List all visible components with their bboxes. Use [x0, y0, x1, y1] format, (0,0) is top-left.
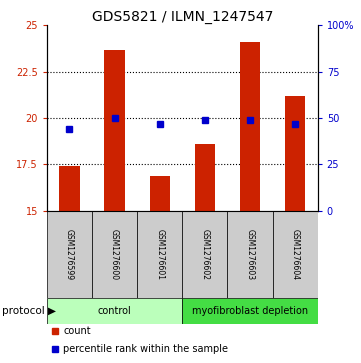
Text: GSM1276601: GSM1276601 — [155, 229, 164, 280]
Bar — [59, 166, 80, 211]
Text: count: count — [63, 326, 91, 336]
Bar — [227, 211, 273, 298]
Bar — [182, 211, 227, 298]
Bar — [104, 49, 125, 211]
Text: GSM1276599: GSM1276599 — [65, 229, 74, 280]
Bar — [47, 211, 92, 298]
Bar — [137, 211, 182, 298]
Title: GDS5821 / ILMN_1247547: GDS5821 / ILMN_1247547 — [92, 11, 273, 24]
Text: GSM1276604: GSM1276604 — [291, 229, 300, 280]
Text: myofibroblast depletion: myofibroblast depletion — [192, 306, 308, 316]
Bar — [47, 298, 182, 324]
Bar — [273, 211, 318, 298]
Text: GSM1276603: GSM1276603 — [245, 229, 255, 280]
Bar — [92, 211, 137, 298]
Text: control: control — [98, 306, 131, 316]
Text: percentile rank within the sample: percentile rank within the sample — [63, 344, 228, 354]
Bar — [285, 96, 305, 211]
Text: GSM1276602: GSM1276602 — [200, 229, 209, 280]
Bar — [195, 144, 215, 211]
Bar — [182, 298, 318, 324]
Bar — [149, 176, 170, 211]
Bar — [240, 42, 260, 211]
Text: protocol ▶: protocol ▶ — [2, 306, 56, 316]
Text: GSM1276600: GSM1276600 — [110, 229, 119, 280]
